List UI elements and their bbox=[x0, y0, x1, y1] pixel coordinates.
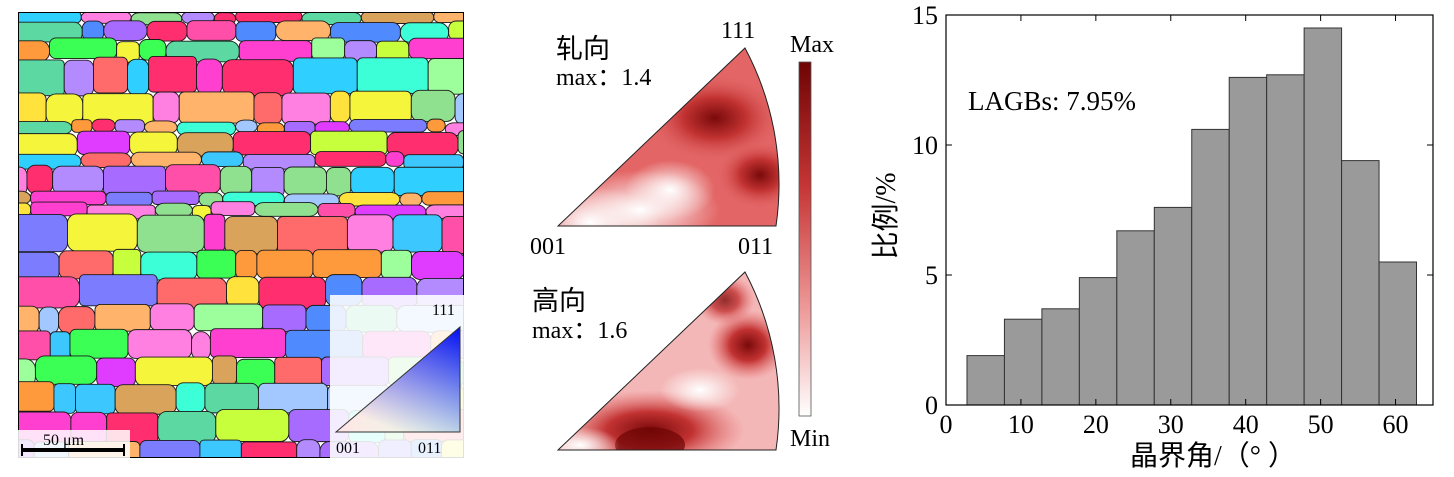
x-tick-label: 0 bbox=[940, 410, 953, 439]
histogram-bar bbox=[967, 356, 1004, 405]
histogram-bar bbox=[1117, 231, 1154, 405]
key-label-111: 111 bbox=[432, 302, 455, 319]
histogram-bar bbox=[1342, 161, 1379, 405]
histogram-bar bbox=[1192, 129, 1229, 405]
histogram-bar bbox=[1229, 77, 1266, 405]
histogram-bar bbox=[1304, 28, 1341, 405]
scale-bar-label: 50 μm bbox=[43, 432, 85, 449]
ipf-normal-direction: 高向 max：1.6 bbox=[532, 265, 790, 470]
key-label-001: 001 bbox=[336, 440, 360, 457]
key-label-011: 011 bbox=[418, 440, 441, 457]
colorbar: Max Min bbox=[790, 32, 834, 452]
ipf-rd-label-011: 011 bbox=[738, 234, 773, 260]
x-tick-label: 20 bbox=[1083, 410, 1109, 439]
ipf-rd-label-001: 001 bbox=[530, 234, 566, 260]
colorbar-min-label: Min bbox=[790, 426, 830, 452]
x-tick-label: 30 bbox=[1158, 410, 1184, 439]
colorbar-max-label: Max bbox=[790, 32, 834, 58]
histogram-bars bbox=[967, 28, 1417, 405]
ipf-rd-max: max：1.4 bbox=[556, 65, 651, 91]
y-tick-label: 5 bbox=[925, 261, 938, 290]
ipf-rd-title: 轧向 bbox=[556, 34, 610, 64]
x-axis-label: 晶界角/（° ） bbox=[1130, 440, 1296, 472]
lagbs-annotation: LAGBs: 7.95% bbox=[968, 86, 1136, 116]
pole-figure-panel: 轧向 max：1.4 111 001 011 高向 max：1.6 M bbox=[520, 0, 860, 472]
ipf-nd-max: max：1.6 bbox=[532, 318, 627, 344]
histogram-bar bbox=[1154, 207, 1191, 405]
x-tick-label: 10 bbox=[1008, 410, 1034, 439]
x-tick-label: 50 bbox=[1308, 410, 1334, 439]
histogram-bar bbox=[1004, 319, 1041, 405]
ebsd-map-panel: 111 001 011 50 μm bbox=[18, 12, 464, 458]
histogram-bar bbox=[1379, 262, 1416, 405]
y-tick-label: 10 bbox=[912, 131, 938, 160]
histogram-bar bbox=[1079, 278, 1116, 405]
histogram-panel: 0 10 20 30 40 50 60 0 5 10 15 LAGBs: 7.95% 晶界角/（°… bbox=[860, 0, 1454, 472]
ebsd-ipf-map: 111 001 011 50 μm bbox=[18, 12, 464, 458]
scale-bar: 50 μm bbox=[18, 430, 130, 458]
x-tick-label: 40 bbox=[1233, 410, 1259, 439]
histogram-bar bbox=[1042, 309, 1079, 405]
y-tick-label: 15 bbox=[912, 1, 938, 30]
ipf-rolling-direction: 轧向 max：1.4 111 001 011 bbox=[520, 18, 805, 260]
ipf-nd-title: 高向 bbox=[532, 286, 586, 316]
y-axis-label: 比例/% bbox=[870, 172, 902, 259]
ipf-rd-label-111: 111 bbox=[721, 18, 755, 44]
histogram-bar bbox=[1267, 75, 1304, 405]
x-tick-label: 60 bbox=[1383, 410, 1409, 439]
ipf-color-key: 111 001 011 bbox=[330, 295, 464, 458]
y-tick-label: 0 bbox=[925, 391, 938, 420]
